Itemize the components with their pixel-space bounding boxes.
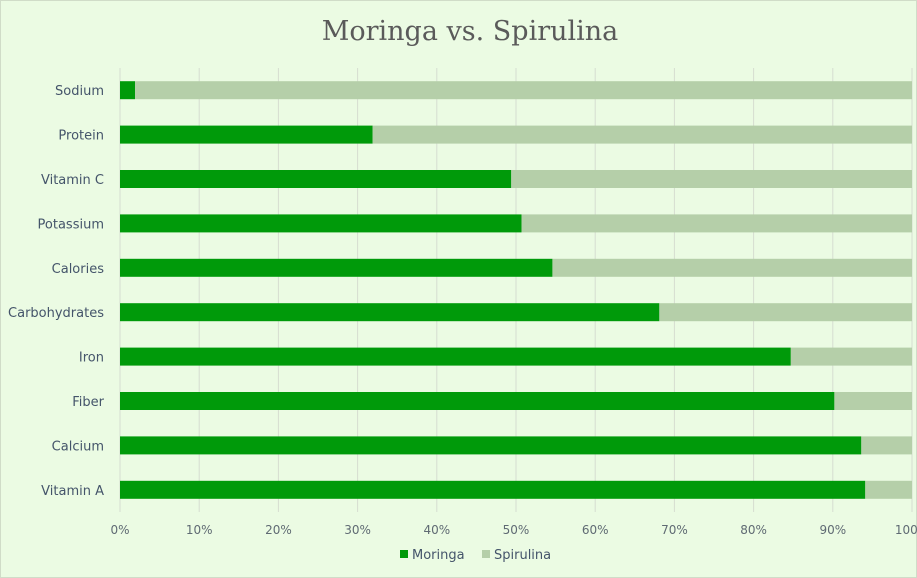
bar-moringa <box>120 436 862 455</box>
legend-label: Moringa <box>412 548 465 563</box>
category-label: Vitamin A <box>41 484 104 499</box>
bar-moringa <box>120 480 866 499</box>
x-tick-label: 80% <box>740 523 767 537</box>
legend-label: Spirulina <box>494 548 551 563</box>
category-label: Protein <box>58 129 104 144</box>
bar-spirulina <box>865 480 912 499</box>
bar-spirulina <box>659 303 912 322</box>
category-label: Potassium <box>38 217 104 232</box>
x-tick-label: 0% <box>110 523 129 537</box>
bar-moringa <box>120 392 835 410</box>
bar-spirulina <box>834 392 912 410</box>
bar-moringa <box>120 347 791 366</box>
x-tick-label: 10% <box>186 523 213 537</box>
x-tick-label: 60% <box>582 523 609 537</box>
category-label: Calories <box>52 262 105 277</box>
x-tick-label: 40% <box>423 523 450 537</box>
chart-title: Moringa vs. Spirulina <box>322 16 619 47</box>
bar-moringa <box>120 170 512 188</box>
bar-moringa <box>120 303 660 322</box>
x-tick-label: 100% <box>895 523 917 537</box>
bar-moringa <box>120 214 522 233</box>
category-label: Iron <box>79 351 104 366</box>
legend-swatch-moringa <box>400 550 408 558</box>
category-label: Sodium <box>55 84 104 99</box>
bar-spirulina <box>372 125 912 144</box>
x-tick-label: 50% <box>503 523 530 537</box>
bar-spirulina <box>135 81 913 100</box>
bar-spirulina <box>511 170 912 188</box>
legend-swatch-spirulina <box>482 550 490 558</box>
category-label: Vitamin C <box>41 173 104 188</box>
x-tick-label: 70% <box>661 523 688 537</box>
bar-spirulina <box>790 347 912 366</box>
category-label: Carbohydrates <box>8 306 104 321</box>
category-label: Calcium <box>52 439 104 454</box>
bar-moringa <box>120 81 136 100</box>
category-label: Fiber <box>72 395 104 410</box>
bar-spirulina <box>552 258 912 277</box>
bar-spirulina <box>521 214 912 233</box>
x-tick-label: 20% <box>265 523 292 537</box>
bar-spirulina <box>861 436 912 455</box>
x-tick-label: 30% <box>344 523 371 537</box>
x-tick-label: 90% <box>819 523 846 537</box>
bar-moringa <box>120 125 373 144</box>
bar-moringa <box>120 258 553 277</box>
